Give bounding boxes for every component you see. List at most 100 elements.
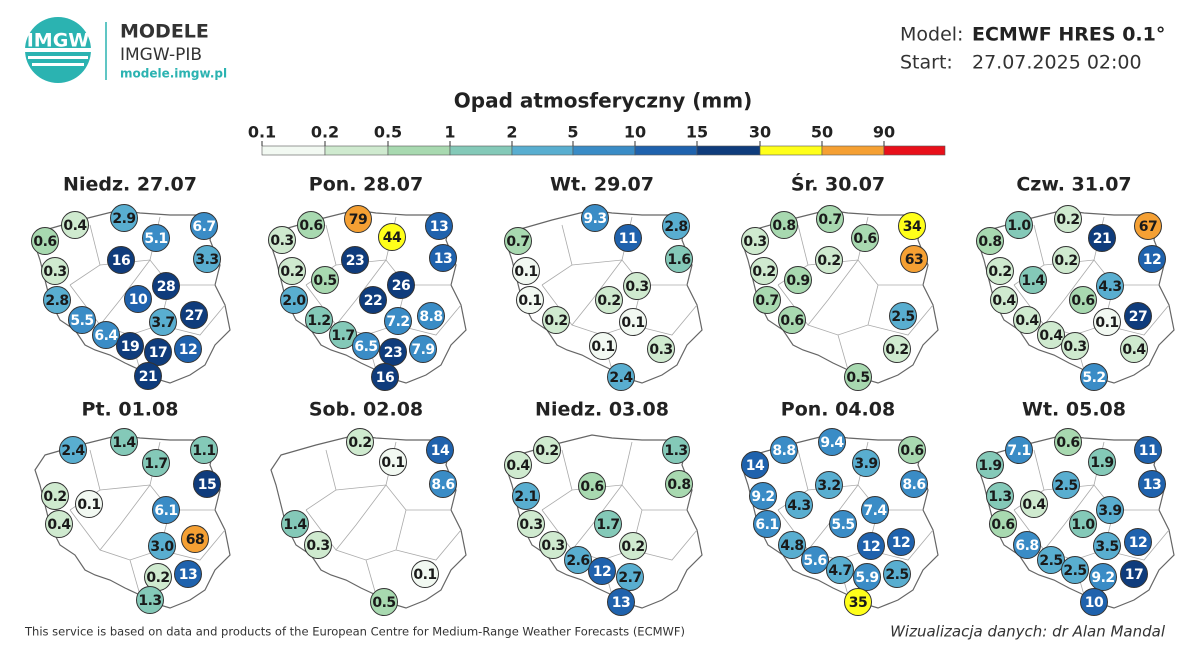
value-circle [411, 560, 439, 588]
value-label: 0.3 [270, 233, 293, 249]
region-border [335, 259, 387, 326]
value-label: 4.3 [787, 498, 810, 514]
panel-title: Czw. 31.07 [1016, 174, 1131, 196]
value-circle [142, 224, 170, 252]
region-border [631, 529, 698, 561]
value-circle [1054, 205, 1082, 233]
value-circle [818, 428, 846, 456]
value-circle [542, 306, 570, 334]
region-border [621, 441, 633, 486]
value-label: 1.4 [283, 517, 307, 533]
value-label: 0.6 [1056, 435, 1079, 451]
value-label: 0.6 [853, 231, 876, 247]
value-circle [1080, 363, 1108, 391]
value-circle [190, 436, 218, 464]
value-label: 26 [392, 278, 410, 294]
value-circle [665, 470, 693, 498]
legend-tick-label: 5 [567, 123, 578, 142]
value-circle [110, 204, 138, 232]
value-label: 2.5 [1054, 478, 1077, 494]
value-label: 27 [185, 308, 203, 324]
value-label: 1.9 [978, 458, 1001, 474]
value-label: 14 [746, 458, 765, 474]
legend-tick-label: 50 [811, 123, 833, 142]
value-circle [304, 531, 332, 559]
value-circle [426, 436, 454, 464]
value-label: 16 [112, 253, 130, 269]
model: ECMWF HRES 0.1° [972, 24, 1165, 46]
value-circle [853, 563, 881, 591]
value-circle [986, 482, 1014, 510]
legend-tick-label: 0.1 [248, 123, 276, 142]
region-border [571, 484, 623, 551]
value-label: 11 [619, 231, 637, 247]
value-circle [297, 211, 325, 239]
value-label: 6.5 [354, 339, 377, 355]
legend-swatch [449, 145, 513, 156]
value-label: 2.8 [664, 219, 687, 235]
value-label: 0.2 [1054, 253, 1077, 269]
legend-tick-label: 1 [444, 123, 455, 142]
value-label: 21 [139, 369, 157, 385]
legend-tick-label: 30 [749, 123, 771, 142]
value-label: 0.4 [47, 517, 71, 533]
panel-title: Pon. 04.08 [781, 399, 895, 421]
model-label: Model: [900, 24, 963, 46]
value-label: 0.2 [535, 443, 558, 459]
value-circle [1052, 246, 1080, 274]
value-circle [564, 546, 592, 574]
value-circle [1019, 266, 1047, 294]
value-label: 68 [186, 532, 204, 548]
legend-swatch [261, 145, 326, 156]
value-circle [61, 211, 89, 239]
value-circle [45, 510, 73, 538]
value-circle [92, 321, 120, 349]
value-circle [1088, 448, 1116, 476]
value-circle [148, 532, 176, 560]
value-label: 1.1 [192, 443, 215, 459]
value-circle [900, 470, 928, 498]
value-label: 5.1 [144, 231, 167, 247]
panel-title: Wt. 29.07 [550, 174, 654, 196]
value-circle [770, 211, 798, 239]
value-circle [341, 246, 369, 274]
region-border [807, 484, 859, 551]
value-label: 12 [593, 564, 611, 580]
value-circle [539, 531, 567, 559]
value-label: 0.3 [541, 538, 564, 554]
value-circle [989, 510, 1017, 538]
start: 27.07.2025 02:00 [972, 52, 1142, 74]
value-circle [852, 449, 880, 477]
value-circle [588, 557, 616, 585]
value-circle [512, 482, 540, 510]
value-circle [778, 531, 806, 559]
value-circle [174, 335, 202, 363]
value-circle [68, 306, 96, 334]
value-label: 35 [849, 595, 867, 611]
value-circle [190, 212, 218, 240]
value-circle [384, 307, 412, 335]
value-circle [516, 286, 544, 314]
legend-tick-label: 10 [624, 123, 646, 142]
value-label: 13 [1143, 477, 1161, 493]
value-circle [578, 472, 606, 500]
value-label: 13 [434, 251, 452, 267]
value-circle [607, 363, 635, 391]
value-label: 0.5 [372, 595, 395, 611]
value-label: 2.5 [1039, 553, 1062, 569]
value-label: 14 [431, 443, 450, 459]
value-label: 0.6 [780, 313, 803, 329]
value-label: 0.2 [280, 264, 303, 280]
value-label: 2.6 [566, 553, 589, 569]
value-circle [1052, 471, 1080, 499]
value-label: 0.5 [846, 370, 869, 386]
panel: Niedz. 03.08 0.2 1.3 0.4 0.8 0.6 2.1 1.7 0.3 0.3 0… [504, 399, 703, 616]
value-label: 10 [1085, 595, 1104, 611]
panel-title: Wt. 05.08 [1022, 399, 1126, 421]
value-circle [844, 363, 872, 391]
value-label: 0.6 [33, 234, 56, 250]
value-label: 23 [384, 345, 402, 361]
value-circle [1061, 332, 1089, 360]
value-circle [378, 223, 406, 251]
value-label: 0.8 [978, 234, 1001, 250]
